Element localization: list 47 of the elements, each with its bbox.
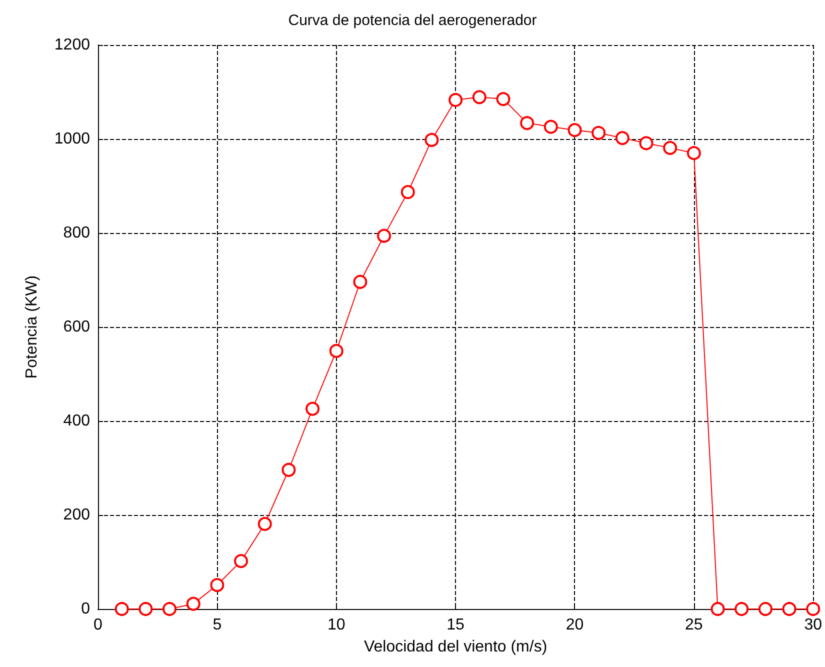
y-axis-title: Potencia (KW) (24, 275, 40, 379)
point (138, 602, 153, 616)
point (496, 92, 510, 106)
x-tick-label: 15 (446, 616, 465, 634)
point (686, 146, 701, 160)
point (258, 516, 272, 531)
x-tick-label: 10 (327, 616, 346, 634)
point (234, 554, 248, 568)
chart-title: Curva de potencia del aerogenerador (288, 12, 537, 29)
x-axis-title: Velocidad del viento (m/s) (364, 638, 548, 656)
point (114, 602, 129, 616)
y-tick-label: 0 (81, 600, 90, 618)
point (186, 596, 200, 611)
point (568, 123, 582, 138)
y-tick-label: 400 (63, 412, 90, 430)
y-tick-label: 800 (63, 224, 90, 242)
point (448, 92, 463, 107)
x-tick-label: 0 (94, 616, 103, 634)
point (520, 116, 534, 130)
point (710, 602, 725, 616)
point (639, 136, 654, 150)
x-tick-label: 25 (685, 616, 703, 634)
x-tick-label: 20 (566, 616, 584, 634)
point (663, 140, 678, 155)
point (210, 578, 224, 592)
point (353, 274, 368, 289)
point (592, 126, 606, 140)
point (306, 402, 320, 416)
point (806, 602, 820, 616)
x-tick-label: 5 (212, 616, 222, 634)
x-tick-label: 30 (804, 616, 822, 634)
y-tick-label: 1000 (54, 130, 90, 148)
point (544, 120, 558, 134)
point (400, 185, 415, 200)
y-tick-label: 200 (63, 506, 90, 524)
point (162, 602, 177, 616)
y-tick-label: 600 (63, 318, 90, 336)
point (758, 602, 772, 616)
point (734, 602, 749, 616)
point (282, 462, 296, 477)
point (329, 344, 344, 358)
y-tick-label: 1200 (54, 36, 90, 54)
point (782, 602, 796, 616)
point (424, 132, 439, 147)
point (615, 131, 630, 146)
point (472, 90, 486, 104)
point (377, 228, 392, 243)
